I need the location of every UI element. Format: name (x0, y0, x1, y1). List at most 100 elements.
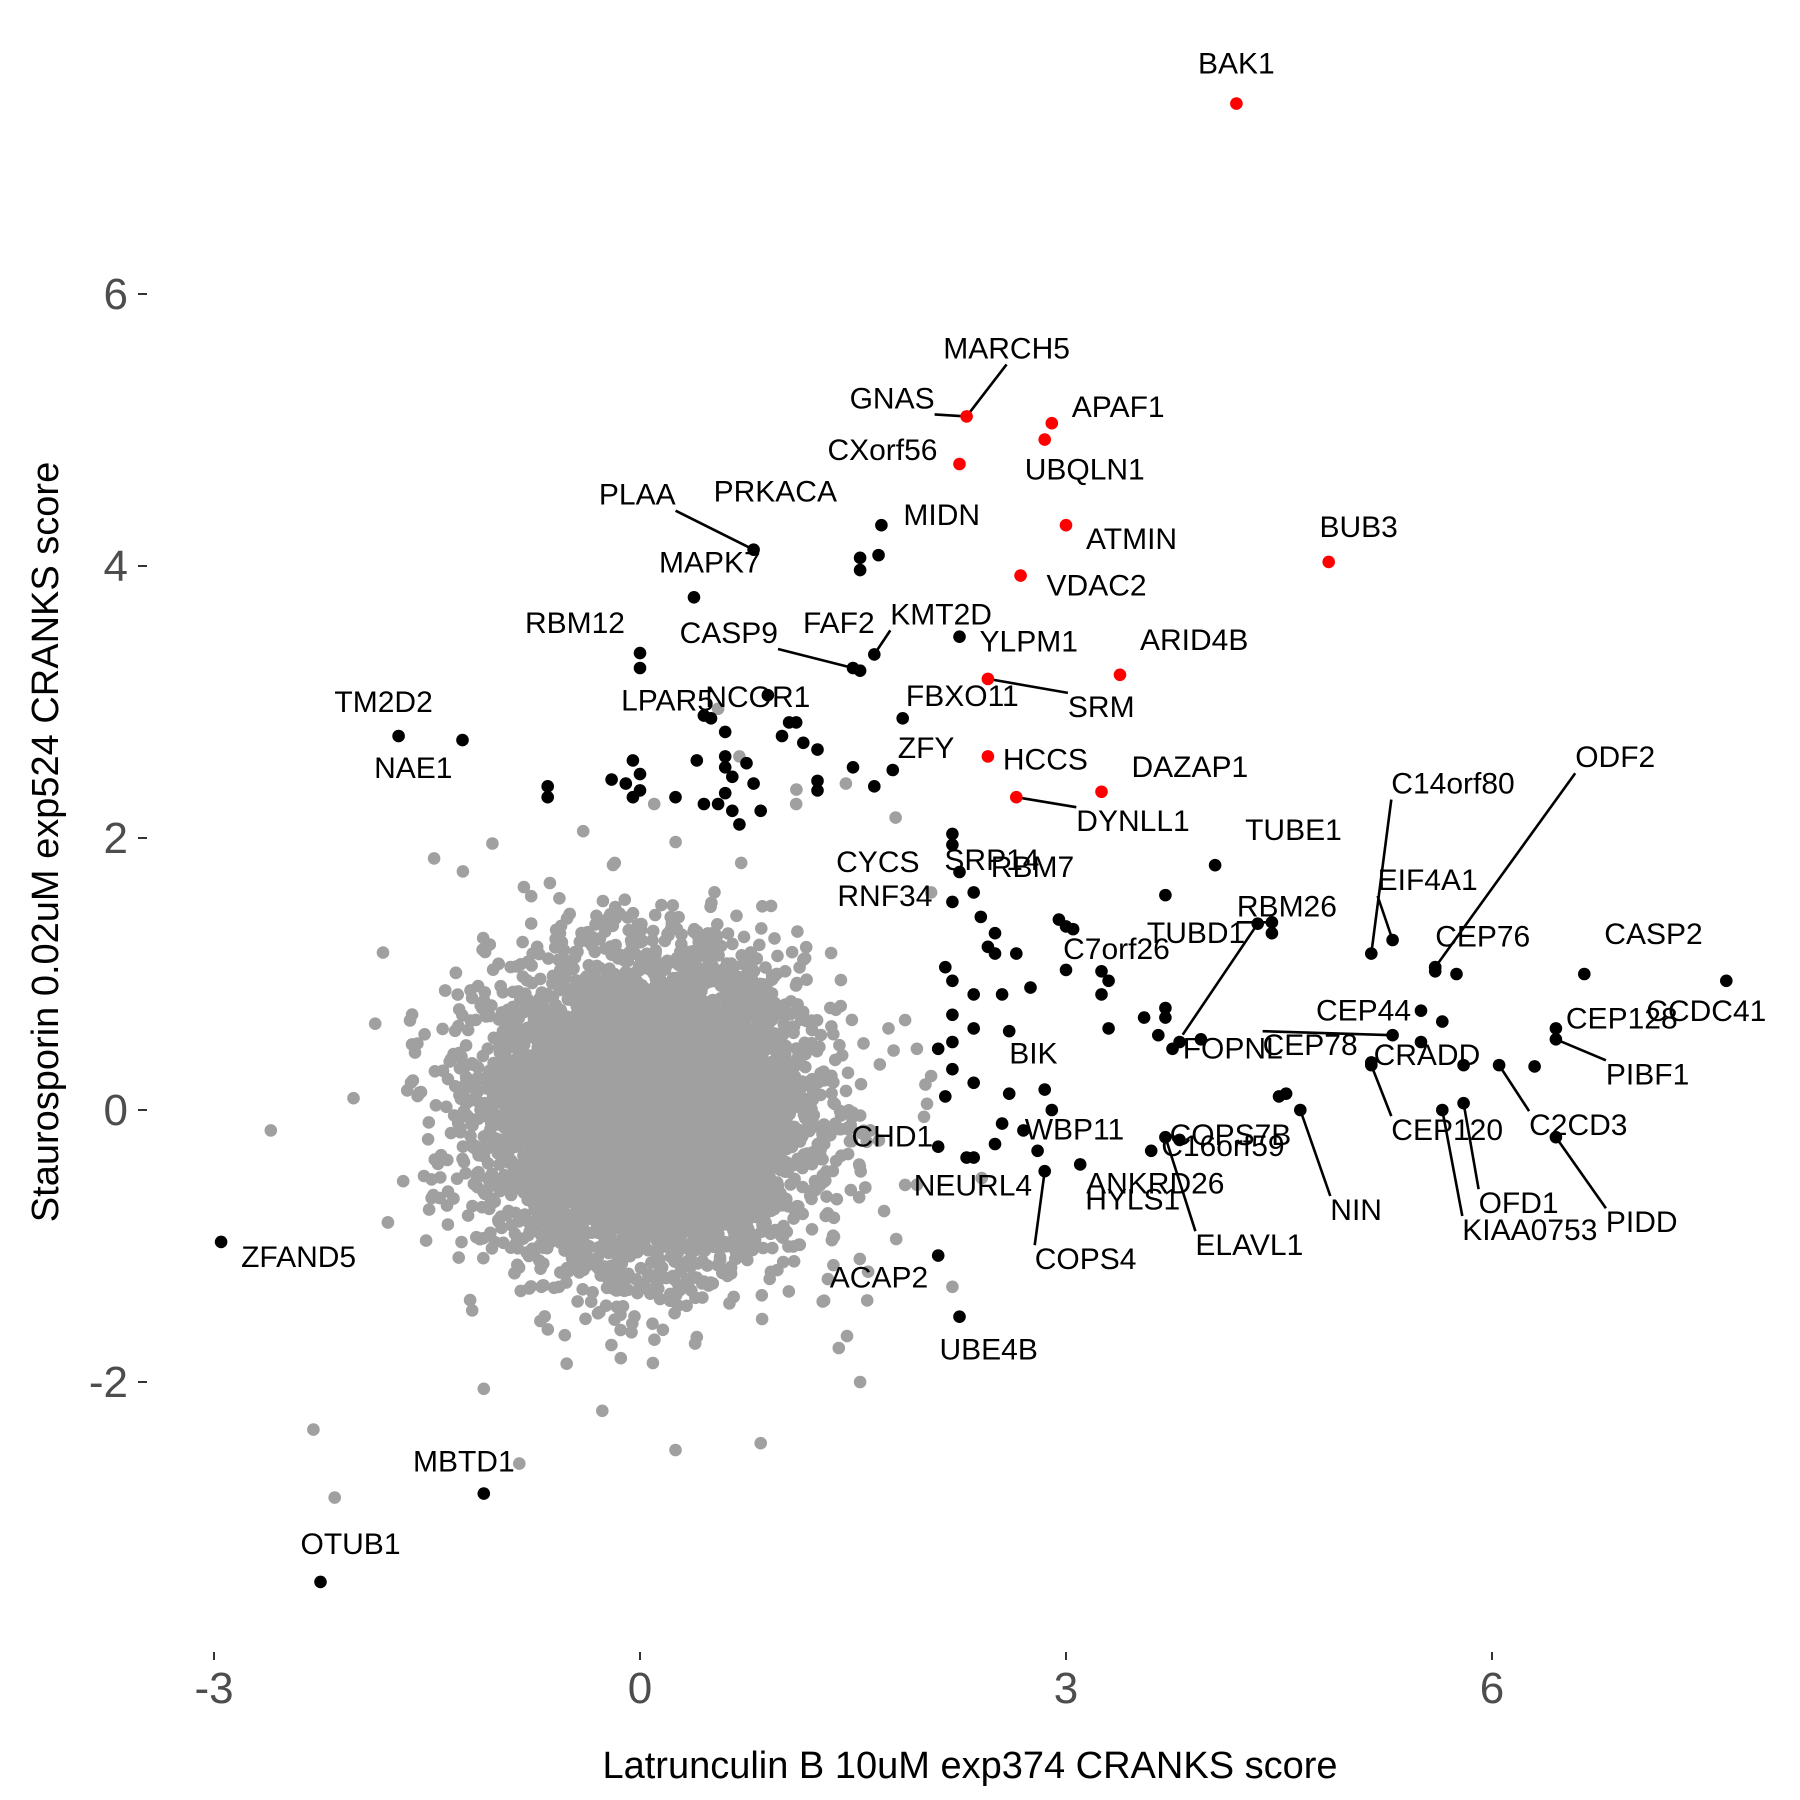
background-point (474, 999, 488, 1012)
background-point (873, 1058, 887, 1071)
background-point (543, 876, 557, 890)
background-point (824, 946, 838, 960)
background-point (701, 1259, 714, 1272)
background-point (471, 979, 485, 993)
background-point (920, 1097, 934, 1111)
background-point (767, 970, 781, 983)
background-point (666, 899, 680, 912)
background-point (796, 1180, 809, 1194)
background-point (625, 1326, 638, 1339)
background-point (605, 1338, 618, 1352)
background-point (347, 1091, 360, 1105)
background-point (683, 945, 696, 959)
background-point (542, 952, 555, 965)
background-point (889, 1232, 903, 1246)
background-point (441, 1185, 455, 1198)
background-point (452, 1251, 466, 1264)
background-point (650, 1277, 664, 1291)
background-point (975, 1171, 988, 1185)
background-point (829, 1154, 843, 1168)
background-point (553, 892, 566, 905)
background-point (787, 1212, 800, 1225)
background-point (581, 925, 594, 939)
background-point (708, 886, 721, 899)
background-point (833, 1038, 846, 1052)
background-point (898, 1178, 912, 1192)
background-point (713, 1233, 726, 1247)
background-point (541, 1323, 555, 1336)
background-point (469, 1013, 483, 1027)
background-point (653, 1292, 667, 1306)
background-point (787, 1255, 801, 1268)
background-point (829, 1003, 843, 1017)
background-point (504, 960, 517, 974)
background-point (782, 1285, 796, 1298)
background-point (771, 949, 784, 963)
background-point (440, 1100, 453, 1114)
background-point (844, 1183, 858, 1197)
background-point (481, 1042, 495, 1055)
background-point (726, 937, 739, 951)
background-point (526, 947, 539, 960)
background-point (591, 1307, 605, 1320)
background-point (721, 927, 735, 940)
background-point (887, 1044, 900, 1057)
background-point (853, 1252, 867, 1266)
background-point (376, 946, 390, 959)
background-point (419, 1234, 433, 1247)
background-point (596, 1404, 609, 1418)
background-point (408, 1046, 422, 1059)
background-point (614, 1351, 628, 1365)
background-point (817, 1294, 831, 1307)
background-point (768, 932, 781, 945)
background-point (840, 1329, 854, 1343)
background-point (841, 1066, 855, 1080)
background-point (461, 1023, 475, 1037)
background-point (422, 1203, 436, 1216)
background-point (618, 893, 632, 906)
background-point (646, 1356, 660, 1370)
background-point (688, 1337, 702, 1350)
background-point (861, 1265, 875, 1278)
background-point (465, 1304, 479, 1317)
background-point (429, 1099, 443, 1112)
background-point (827, 1258, 840, 1272)
background-point (562, 1265, 575, 1278)
background-point (705, 896, 718, 910)
background-point (656, 1323, 670, 1337)
background-point (785, 945, 799, 959)
background-point (598, 925, 612, 938)
background-point (436, 1022, 449, 1036)
background-point (841, 1147, 855, 1161)
background-point (830, 1192, 844, 1206)
background-point (441, 1218, 455, 1231)
background-point (669, 835, 682, 849)
background-point (646, 924, 660, 938)
background-point (805, 1223, 819, 1236)
background-point (820, 1165, 833, 1178)
background-point (820, 1190, 833, 1203)
background-point (608, 856, 622, 870)
background-point (465, 991, 479, 1005)
background-point (648, 1333, 661, 1346)
background-point (730, 909, 743, 923)
background-point (644, 1287, 657, 1300)
background-point (860, 1135, 873, 1149)
background-point (596, 894, 610, 908)
background-point (759, 961, 772, 974)
background-point (646, 934, 659, 947)
background-point (488, 1235, 502, 1249)
background-point (476, 943, 489, 956)
background-point (604, 940, 617, 953)
background-point (455, 1235, 468, 1249)
background-point (835, 1049, 849, 1062)
background-point (872, 1134, 886, 1147)
background-point (648, 908, 662, 922)
background-point (579, 1312, 592, 1326)
background-point (516, 935, 529, 949)
background-point (486, 837, 499, 850)
background-point (778, 965, 792, 978)
background-point (734, 856, 748, 870)
background-point (459, 1167, 472, 1180)
